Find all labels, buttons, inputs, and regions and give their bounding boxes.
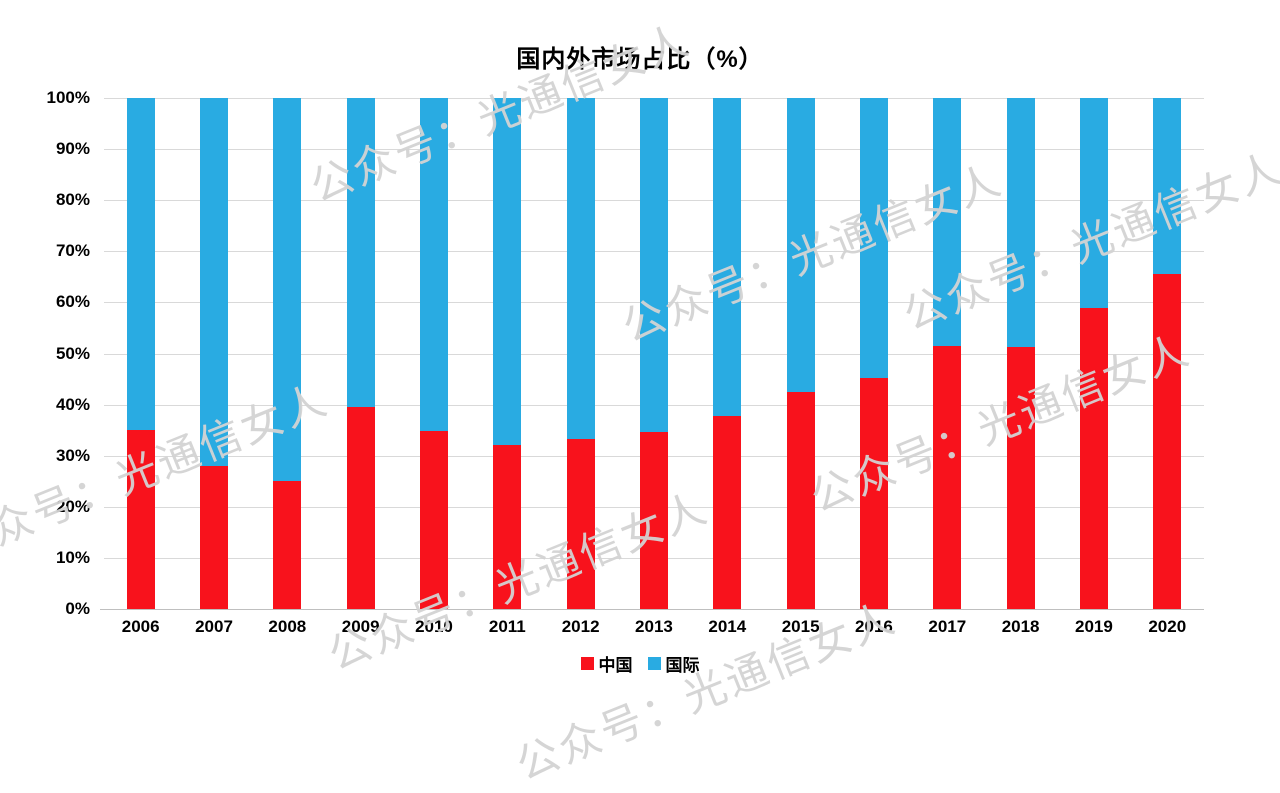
bar-column-2009 bbox=[324, 98, 397, 609]
x-axis-label-2019: 2019 bbox=[1075, 617, 1113, 636]
watermark-text-6: 公众号：光通信女人 bbox=[509, 593, 903, 789]
bar-column-2008 bbox=[251, 98, 324, 609]
bar-2013-国际 bbox=[639, 98, 668, 433]
bar-column-2016 bbox=[837, 98, 910, 609]
bar-column-2020 bbox=[1131, 98, 1204, 609]
bar-column-2007 bbox=[177, 98, 250, 609]
bar-2018 bbox=[1006, 98, 1035, 609]
bar-2013-中国 bbox=[639, 432, 668, 609]
y-axis-label-90: 90% bbox=[55, 139, 90, 159]
x-axis-label-2013: 2013 bbox=[635, 617, 673, 636]
bar-column-2006 bbox=[104, 98, 177, 609]
bar-2008 bbox=[273, 98, 302, 609]
bar-2006-中国 bbox=[126, 430, 155, 609]
y-axis-label-30: 30% bbox=[55, 445, 90, 465]
bar-2006 bbox=[126, 98, 155, 609]
bar-2006-国际 bbox=[126, 98, 155, 431]
bar-2020-国际 bbox=[1153, 98, 1182, 274]
x-axis-label-2018: 2018 bbox=[1001, 617, 1040, 636]
bar-2012 bbox=[566, 98, 595, 609]
bar-column-2015 bbox=[764, 98, 837, 609]
bar-2008-中国 bbox=[273, 481, 302, 609]
bar-column-2013 bbox=[617, 98, 690, 609]
bar-column-2010 bbox=[397, 98, 470, 609]
y-axis-label-10: 10% bbox=[55, 547, 90, 567]
bar-2010 bbox=[419, 98, 448, 609]
x-axis-label-2006: 2006 bbox=[121, 617, 160, 636]
bar-2008-国际 bbox=[273, 98, 302, 482]
legend-label-1: 国际 bbox=[665, 656, 700, 675]
bar-2009-国际 bbox=[346, 98, 375, 408]
bar-2018-中国 bbox=[1006, 346, 1035, 609]
bar-2011 bbox=[493, 98, 522, 609]
bar-2010-国际 bbox=[419, 98, 448, 432]
x-axis-label-2008: 2008 bbox=[268, 617, 307, 636]
bar-2007 bbox=[199, 98, 228, 609]
y-axis-label-80: 80% bbox=[55, 190, 90, 210]
bar-2016-中国 bbox=[859, 378, 888, 609]
legend-item-0: 中国 bbox=[580, 651, 633, 676]
bar-2019 bbox=[1079, 98, 1108, 609]
y-axis-label-40: 40% bbox=[55, 394, 90, 414]
bar-column-2017 bbox=[911, 98, 984, 609]
bar-2014-中国 bbox=[713, 415, 742, 609]
x-axis-label-2007: 2007 bbox=[195, 617, 233, 636]
bar-2017-国际 bbox=[933, 98, 962, 346]
x-axis-label-2016: 2016 bbox=[855, 617, 893, 636]
bar-2010-中国 bbox=[419, 431, 448, 609]
x-axis-label-2010: 2010 bbox=[415, 617, 453, 636]
bar-column-2012 bbox=[544, 98, 617, 609]
legend-swatch-1 bbox=[647, 657, 661, 670]
bar-column-2019 bbox=[1057, 98, 1130, 609]
bar-2015-国际 bbox=[786, 98, 815, 392]
bar-2019-国际 bbox=[1079, 98, 1108, 309]
bar-2012-中国 bbox=[566, 439, 595, 609]
chart-title: 国内外市场占比（%） bbox=[516, 46, 764, 73]
legend-label-0: 中国 bbox=[598, 656, 633, 675]
bar-2020-中国 bbox=[1153, 273, 1182, 609]
bar-2015-中国 bbox=[786, 391, 815, 609]
x-axis-label-2014: 2014 bbox=[708, 617, 747, 636]
bar-2007-国际 bbox=[199, 98, 228, 466]
bars-container bbox=[104, 98, 1204, 609]
x-axis-labels: 2006 2007 2008 2009 2010 2011 2012 2013 2014 2015… bbox=[104, 617, 1204, 637]
bar-2011-国际 bbox=[493, 98, 522, 446]
x-axis-label-2009: 2009 bbox=[341, 617, 380, 636]
bar-2007-中国 bbox=[199, 465, 228, 609]
bar-2019-中国 bbox=[1079, 308, 1108, 609]
bar-column-2018 bbox=[984, 98, 1057, 609]
bar-2014 bbox=[713, 98, 742, 609]
bar-2009 bbox=[346, 98, 375, 609]
legend: 中国 国际 bbox=[0, 651, 1280, 676]
bar-2009-中国 bbox=[346, 407, 375, 609]
bar-2013 bbox=[639, 98, 668, 609]
bar-2011-中国 bbox=[493, 445, 522, 609]
bar-2014-国际 bbox=[713, 98, 742, 416]
plot-area bbox=[100, 98, 1204, 610]
bar-2017-中国 bbox=[933, 345, 962, 609]
bar-2018-国际 bbox=[1006, 98, 1035, 347]
bar-2016 bbox=[859, 98, 888, 609]
y-axis-label-20: 20% bbox=[55, 496, 90, 516]
y-axis-label-70: 70% bbox=[55, 241, 90, 261]
x-axis-label-2020: 2020 bbox=[1148, 617, 1187, 636]
bar-column-2014 bbox=[691, 98, 764, 609]
y-axis-label-100: 100% bbox=[46, 88, 90, 107]
bar-2015 bbox=[786, 98, 815, 609]
x-axis-label-2011: 2011 bbox=[488, 617, 526, 636]
y-axis-label-0: 0% bbox=[65, 599, 90, 618]
y-axis-label-60: 60% bbox=[55, 292, 90, 312]
x-axis-label-2017: 2017 bbox=[928, 617, 967, 636]
bar-2016-国际 bbox=[859, 98, 888, 379]
x-axis-line bbox=[100, 609, 1204, 610]
legend-item-1: 国际 bbox=[647, 651, 700, 676]
bar-2012-国际 bbox=[566, 98, 595, 440]
x-axis-label-2012: 2012 bbox=[561, 617, 600, 636]
bar-2017 bbox=[933, 98, 962, 609]
x-axis-label-2015: 2015 bbox=[781, 617, 820, 636]
bar-2020 bbox=[1153, 98, 1182, 609]
legend-swatch-0 bbox=[580, 657, 594, 670]
bar-column-2011 bbox=[471, 98, 544, 609]
y-axis-label-50: 50% bbox=[55, 343, 90, 363]
